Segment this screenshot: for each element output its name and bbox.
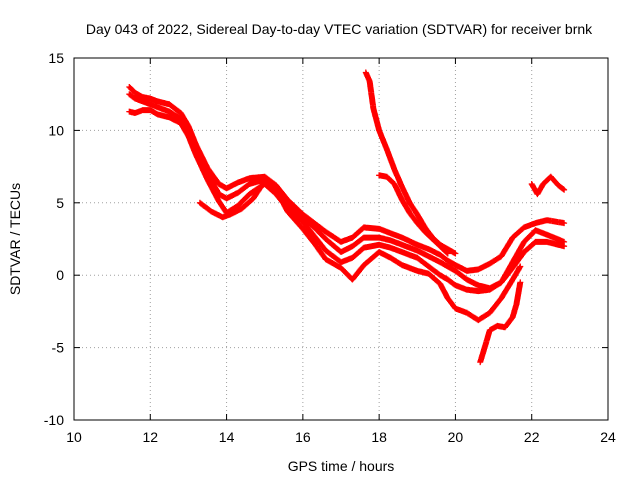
series-points xyxy=(477,279,524,366)
chart-title: Day 043 of 2022, Sidereal Day-to-day VTE… xyxy=(86,21,593,37)
x-tick-label: 16 xyxy=(295,429,311,445)
series-points xyxy=(528,173,568,198)
series-track-h xyxy=(528,173,568,198)
y-tick-label: 15 xyxy=(48,50,64,66)
series-track-g xyxy=(477,279,524,366)
y-tick-label: -5 xyxy=(52,340,65,356)
series-track-d xyxy=(196,178,524,324)
series-points xyxy=(196,178,524,324)
x-tick-label: 14 xyxy=(219,429,235,445)
x-tick-label: 24 xyxy=(600,429,616,445)
data-series xyxy=(126,69,568,366)
series-track-f xyxy=(376,172,451,257)
x-tick-label: 20 xyxy=(448,429,464,445)
plot-border xyxy=(73,57,609,421)
x-axis-label: GPS time / hours xyxy=(288,458,395,474)
y-tick-label: 0 xyxy=(56,267,64,283)
y-axis-label: SDTVAR / TECUs xyxy=(7,183,23,295)
y-tick-label: 5 xyxy=(56,195,64,211)
x-tick-label: 10 xyxy=(66,429,82,445)
x-tick-label: 18 xyxy=(371,429,387,445)
y-tick-label: -10 xyxy=(44,412,64,428)
x-tick-label: 12 xyxy=(142,429,158,445)
series-points xyxy=(376,172,451,257)
tick-labels: 10 12 14 16 18 20 22 24 -10 -5 0 5 10 15 xyxy=(44,50,616,445)
y-tick-label: 10 xyxy=(48,122,64,138)
x-tick-label: 22 xyxy=(524,429,540,445)
series-track-c xyxy=(126,107,568,295)
series-points xyxy=(126,107,568,295)
